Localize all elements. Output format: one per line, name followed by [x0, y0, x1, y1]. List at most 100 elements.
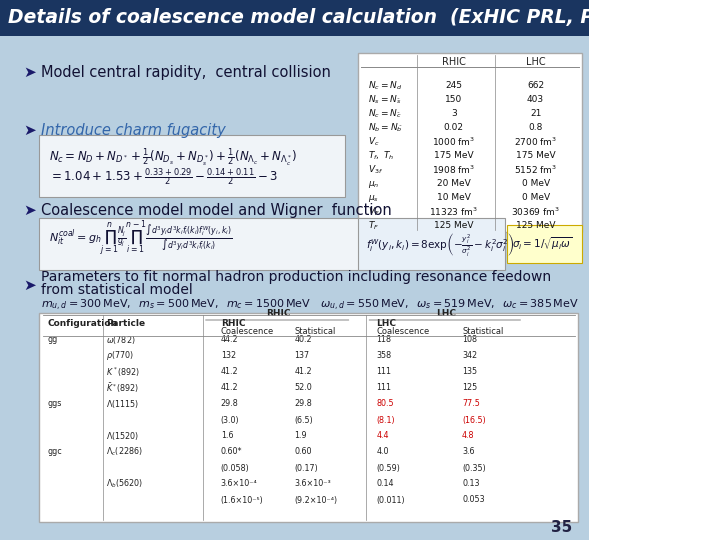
Text: Details of coalescence model calculation  (ExHIC PRL, PRC 2011): Details of coalescence model calculation…: [8, 9, 690, 28]
Text: 77.5: 77.5: [462, 400, 480, 408]
Text: 150: 150: [445, 96, 462, 105]
Text: (0.35): (0.35): [462, 463, 486, 472]
Text: RHIC: RHIC: [442, 57, 466, 67]
Text: $\Lambda_b$(5620): $\Lambda_b$(5620): [107, 478, 143, 490]
Text: $N_{it}^{coal} = g_h \prod_{j=1}^{n} \frac{N_j}{g_j} \prod_{i=1}^{n-1} \frac{\in: $N_{it}^{coal} = g_h \prod_{j=1}^{n} \fr…: [49, 219, 233, 259]
Text: 20 MeV: 20 MeV: [437, 179, 471, 188]
Text: $N_b = N_{\bar{b}}$: $N_b = N_{\bar{b}}$: [368, 122, 402, 134]
Text: (0.59): (0.59): [376, 463, 400, 472]
Text: Coalescence: Coalescence: [376, 327, 429, 336]
Text: $N_c = N_d$: $N_c = N_d$: [368, 80, 402, 92]
Text: 118: 118: [376, 335, 391, 345]
Text: LHC: LHC: [526, 57, 546, 67]
Text: 135: 135: [462, 368, 477, 376]
FancyBboxPatch shape: [0, 36, 589, 540]
Text: $N_c = N_{\bar{c}}$: $N_c = N_{\bar{c}}$: [368, 108, 402, 120]
Text: 1000 fm$^3$: 1000 fm$^3$: [432, 136, 475, 148]
Text: $N_s = N_{\bar{s}}$: $N_s = N_{\bar{s}}$: [368, 94, 401, 106]
Text: 52.0: 52.0: [294, 383, 312, 393]
Text: RHIC: RHIC: [266, 309, 290, 318]
Text: 245: 245: [446, 82, 462, 91]
Text: 175 MeV: 175 MeV: [516, 152, 555, 160]
Text: (8.1): (8.1): [376, 415, 395, 424]
Text: $T_f, \; T_h$: $T_f, \; T_h$: [368, 150, 394, 162]
Text: 44.2: 44.2: [221, 335, 238, 345]
Text: 0.60: 0.60: [294, 448, 312, 456]
Text: $\sigma_i = 1/\sqrt{\mu_i \omega}$: $\sigma_i = 1/\sqrt{\mu_i \omega}$: [512, 235, 572, 252]
Text: $\Lambda$(1520): $\Lambda$(1520): [107, 430, 140, 442]
Text: 3.6×10⁻⁴: 3.6×10⁻⁴: [221, 480, 258, 489]
Text: 342: 342: [462, 352, 477, 361]
Text: Particle: Particle: [107, 320, 145, 328]
Text: 29.8: 29.8: [221, 400, 238, 408]
Text: 3.6: 3.6: [462, 448, 474, 456]
Text: $\mu_s$: $\mu_s$: [368, 192, 379, 204]
Text: 1.9: 1.9: [294, 431, 307, 441]
Text: (9.2×10⁻⁴): (9.2×10⁻⁴): [294, 496, 338, 504]
Text: $K^*$(892): $K^*$(892): [107, 365, 140, 379]
Text: 21: 21: [530, 110, 541, 118]
Text: LHC: LHC: [436, 309, 456, 318]
Text: Statistical: Statistical: [294, 327, 336, 336]
Text: 41.2: 41.2: [221, 383, 238, 393]
Text: (0.011): (0.011): [376, 496, 405, 504]
Text: (6.5): (6.5): [294, 415, 313, 424]
Text: (0.17): (0.17): [294, 463, 318, 472]
Text: 10 MeV: 10 MeV: [437, 193, 471, 202]
Text: 0.13: 0.13: [462, 480, 480, 489]
Text: 11323 fm$^3$: 11323 fm$^3$: [429, 206, 478, 218]
Text: 35: 35: [551, 521, 572, 536]
Text: $f_i^W(y_i,k_i) = 8\exp\!\left(-\frac{y_i^2}{\sigma_i^2} - k_i^2\sigma_i^2\right: $f_i^W(y_i,k_i) = 8\exp\!\left(-\frac{y_…: [366, 231, 516, 258]
Text: ggs: ggs: [48, 400, 62, 408]
Text: 1.6: 1.6: [221, 431, 233, 441]
Text: gg: gg: [48, 335, 58, 345]
Text: Introduce charm fugacity: Introduce charm fugacity: [41, 123, 225, 138]
Text: ➤: ➤: [23, 123, 36, 138]
Text: 4.0: 4.0: [376, 448, 389, 456]
Text: 108: 108: [462, 335, 477, 345]
Text: 30369 fm$^3$: 30369 fm$^3$: [511, 206, 560, 218]
Text: 2700 fm$^3$: 2700 fm$^3$: [514, 136, 557, 148]
Text: Configuration: Configuration: [48, 320, 117, 328]
Text: 3.6×10⁻³: 3.6×10⁻³: [294, 480, 331, 489]
Text: 4.8: 4.8: [462, 431, 474, 441]
Text: (1.6×10⁻⁵): (1.6×10⁻⁵): [221, 496, 264, 504]
Text: Parameters to fit normal hadron production including resonance feedown: Parameters to fit normal hadron producti…: [41, 270, 551, 284]
Text: 41.2: 41.2: [294, 368, 312, 376]
Text: 111: 111: [376, 383, 391, 393]
Text: 0.8: 0.8: [528, 124, 543, 132]
FancyBboxPatch shape: [507, 225, 582, 263]
Text: 662: 662: [527, 82, 544, 91]
Text: $= 1.04 + 1.53 + \frac{0.33 + 0.29}{2} - \frac{0.14 + 0.11}{2} - 3$: $= 1.04 + 1.53 + \frac{0.33 + 0.29}{2} -…: [49, 166, 278, 188]
Text: $V_{3f}$: $V_{3f}$: [368, 164, 383, 176]
Text: Coalescence model model and Wigner  function: Coalescence model model and Wigner funct…: [41, 202, 392, 218]
Text: 0.60*: 0.60*: [221, 448, 243, 456]
Text: $\rho$(770): $\rho$(770): [107, 349, 134, 362]
Text: $m_{u,d} = 300\,\mathrm{MeV},\;\; m_s = 500\,\mathrm{MeV},\;\; m_c = 1500\,\math: $m_{u,d} = 300\,\mathrm{MeV},\;\; m_s = …: [41, 298, 579, 313]
Text: 41.2: 41.2: [221, 368, 238, 376]
Text: 0.14: 0.14: [376, 480, 394, 489]
Text: $V_F$: $V_F$: [368, 206, 380, 218]
Text: 132: 132: [221, 352, 236, 361]
Text: $\Lambda$(1115): $\Lambda$(1115): [107, 398, 140, 410]
Text: ggc: ggc: [48, 448, 62, 456]
Text: 1908 fm$^3$: 1908 fm$^3$: [432, 164, 475, 176]
Text: $\bar{K}^*$(892): $\bar{K}^*$(892): [107, 381, 140, 395]
Text: $\omega$(782): $\omega$(782): [107, 334, 136, 346]
Text: Coalescence: Coalescence: [221, 327, 274, 336]
Text: 111: 111: [376, 368, 391, 376]
Text: RHIC: RHIC: [221, 320, 246, 328]
Text: 137: 137: [294, 352, 310, 361]
Text: (0.058): (0.058): [221, 463, 250, 472]
FancyBboxPatch shape: [40, 135, 345, 197]
Text: 0.02: 0.02: [444, 124, 464, 132]
Text: 0 MeV: 0 MeV: [521, 179, 549, 188]
FancyBboxPatch shape: [40, 313, 578, 522]
Text: $V_c$: $V_c$: [368, 136, 379, 148]
Text: 0.053: 0.053: [462, 496, 485, 504]
Text: from statistical model: from statistical model: [41, 283, 193, 297]
Text: $\Lambda_c$(2286): $\Lambda_c$(2286): [107, 446, 143, 458]
Text: 125 MeV: 125 MeV: [434, 221, 474, 231]
Text: ➤: ➤: [23, 64, 36, 79]
Text: $\mu_n$: $\mu_n$: [368, 179, 379, 190]
